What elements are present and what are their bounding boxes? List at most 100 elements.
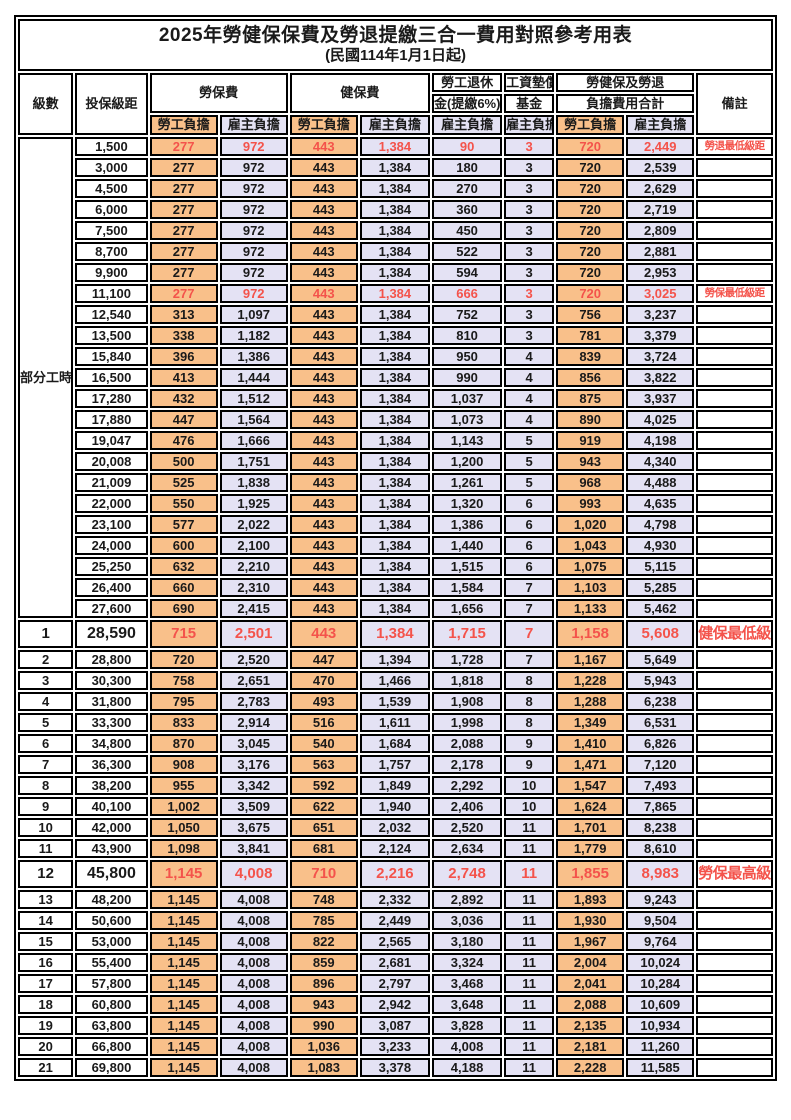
bracket-cell: 12,540	[75, 305, 148, 324]
value-cell: 715	[149, 620, 218, 648]
value-cell: 1,384	[359, 473, 430, 492]
value-cell: 3	[504, 137, 555, 156]
value-cell: 5,115	[626, 557, 695, 576]
value-cell: 443	[289, 515, 358, 534]
value-cell: 2,881	[626, 242, 695, 261]
value-cell: 9,243	[626, 890, 695, 909]
value-cell: 2,809	[626, 221, 695, 240]
remark-cell	[696, 932, 773, 951]
value-cell: 1,410	[556, 734, 625, 753]
value-cell: 443	[289, 221, 358, 240]
value-cell: 870	[149, 734, 218, 753]
value-cell: 1,701	[556, 818, 625, 837]
page-title: 2025年勞健保保費及勞退提繳三合一費用對照參考用表	[158, 25, 633, 47]
value-cell: 3,468	[431, 974, 503, 993]
value-cell: 4,008	[219, 932, 288, 951]
value-cell: 8,983	[626, 860, 695, 888]
level-cell: 16	[18, 953, 74, 972]
remark-cell	[696, 200, 773, 219]
value-cell: 10,609	[626, 995, 695, 1014]
value-cell: 1,145	[149, 974, 218, 993]
value-cell: 11	[504, 953, 555, 972]
value-cell: 2,539	[626, 158, 695, 177]
value-cell: 1,394	[359, 650, 430, 669]
value-cell: 277	[149, 137, 218, 156]
value-cell: 1,466	[359, 671, 430, 690]
value-cell: 270	[431, 179, 503, 198]
value-cell: 785	[289, 911, 358, 930]
table-row: 18 60,800 1,145 4,008 943 2,942 3,648 11 2,088 10…	[18, 995, 773, 1014]
value-cell: 2,022	[219, 515, 288, 534]
value-cell: 450	[431, 221, 503, 240]
value-cell: 4,188	[431, 1058, 503, 1077]
value-cell: 443	[289, 368, 358, 387]
value-cell: 470	[289, 671, 358, 690]
value-cell: 10,284	[626, 974, 695, 993]
col-header-bracket: 投保級距	[75, 73, 148, 135]
value-cell: 1,751	[219, 452, 288, 471]
table-row: 20,008 500 1,751 443 1,384 1,200 5 943 4,340	[18, 452, 773, 471]
value-cell: 2,216	[359, 860, 430, 888]
value-cell: 681	[289, 839, 358, 858]
bracket-cell: 25,250	[75, 557, 148, 576]
value-cell: 277	[149, 179, 218, 198]
table-row: 26,400 660 2,310 443 1,384 1,584 7 1,103 5,285	[18, 578, 773, 597]
value-cell: 277	[149, 242, 218, 261]
value-cell: 1,002	[149, 797, 218, 816]
value-cell: 8,610	[626, 839, 695, 858]
value-cell: 968	[556, 473, 625, 492]
value-cell: 1,564	[219, 410, 288, 429]
value-cell: 3	[504, 158, 555, 177]
value-cell: 443	[289, 263, 358, 282]
value-cell: 1,097	[219, 305, 288, 324]
value-cell: 2,520	[219, 650, 288, 669]
value-cell: 3	[504, 326, 555, 345]
remark-cell	[696, 911, 773, 930]
subheader-health-employer: 雇主負擔	[359, 115, 430, 135]
table-row: 21,009 525 1,838 443 1,384 1,261 5 968 4,488	[18, 473, 773, 492]
remark-cell	[696, 452, 773, 471]
table-row: 16,500 413 1,444 443 1,384 990 4 856 3,822	[18, 368, 773, 387]
value-cell: 413	[149, 368, 218, 387]
value-cell: 1,684	[359, 734, 430, 753]
level-cell: 9	[18, 797, 74, 816]
value-cell: 1,384	[359, 557, 430, 576]
value-cell: 720	[149, 650, 218, 669]
value-cell: 5,943	[626, 671, 695, 690]
col-header-pension-line2: 金(提繳6%)	[431, 94, 503, 113]
value-cell: 7	[504, 599, 555, 618]
value-cell: 752	[431, 305, 503, 324]
table-row: 3,000 277 972 443 1,384 180 3 720 2,539	[18, 158, 773, 177]
value-cell: 1,098	[149, 839, 218, 858]
value-cell: 632	[149, 557, 218, 576]
value-cell: 3,087	[359, 1016, 430, 1035]
table-row: 17,280 432 1,512 443 1,384 1,037 4 875 3,937	[18, 389, 773, 408]
value-cell: 1,143	[431, 431, 503, 450]
value-cell: 875	[556, 389, 625, 408]
value-cell: 1,145	[149, 860, 218, 888]
table-row: 12 45,800 1,145 4,008 710 2,216 2,748 11 1,855 8,…	[18, 860, 773, 888]
remark-cell	[696, 734, 773, 753]
level-cell: 18	[18, 995, 74, 1014]
remark-cell	[696, 473, 773, 492]
value-cell: 1,515	[431, 557, 503, 576]
value-cell: 758	[149, 671, 218, 690]
table-row: 11 43,900 1,098 3,841 681 2,124 2,634 11 1,779 8,…	[18, 839, 773, 858]
value-cell: 6	[504, 494, 555, 513]
remark-cell	[696, 347, 773, 366]
value-cell: 11	[504, 974, 555, 993]
value-cell: 2,783	[219, 692, 288, 711]
remark-cell	[696, 692, 773, 711]
level-cell: 14	[18, 911, 74, 930]
value-cell: 8	[504, 713, 555, 732]
value-cell: 443	[289, 326, 358, 345]
subheader-health-worker: 勞工負擔	[289, 115, 358, 135]
value-cell: 3,675	[219, 818, 288, 837]
value-cell: 2,892	[431, 890, 503, 909]
value-cell: 1,384	[359, 452, 430, 471]
table-row: 2 28,800 720 2,520 447 1,394 1,728 7 1,167 5,649	[18, 650, 773, 669]
value-cell: 2,100	[219, 536, 288, 555]
value-cell: 443	[289, 410, 358, 429]
table-row: 11,100 277 972 443 1,384 666 3 720 3,025 勞保最低級距	[18, 284, 773, 303]
value-cell: 890	[556, 410, 625, 429]
